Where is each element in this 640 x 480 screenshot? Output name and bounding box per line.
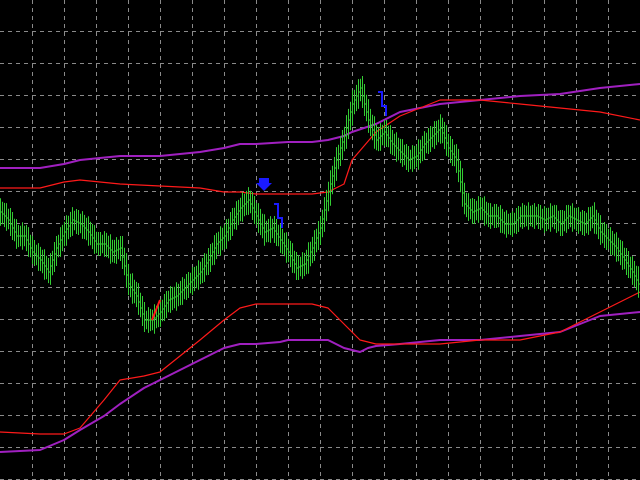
signal-mark	[274, 203, 283, 228]
lower-band-purple-line	[0, 311, 640, 453]
upper-band-purple-line	[0, 83, 640, 169]
upper-band-red-line	[0, 99, 640, 195]
price-bars	[0, 76, 640, 334]
sell-arrow-icon	[256, 178, 272, 191]
lower-bands	[0, 291, 640, 453]
signal-mark	[378, 91, 387, 116]
signal-marks	[151, 91, 387, 321]
lower-band-red-line	[0, 291, 640, 435]
red-signal-segment	[151, 299, 161, 321]
upper-bands	[0, 83, 640, 195]
